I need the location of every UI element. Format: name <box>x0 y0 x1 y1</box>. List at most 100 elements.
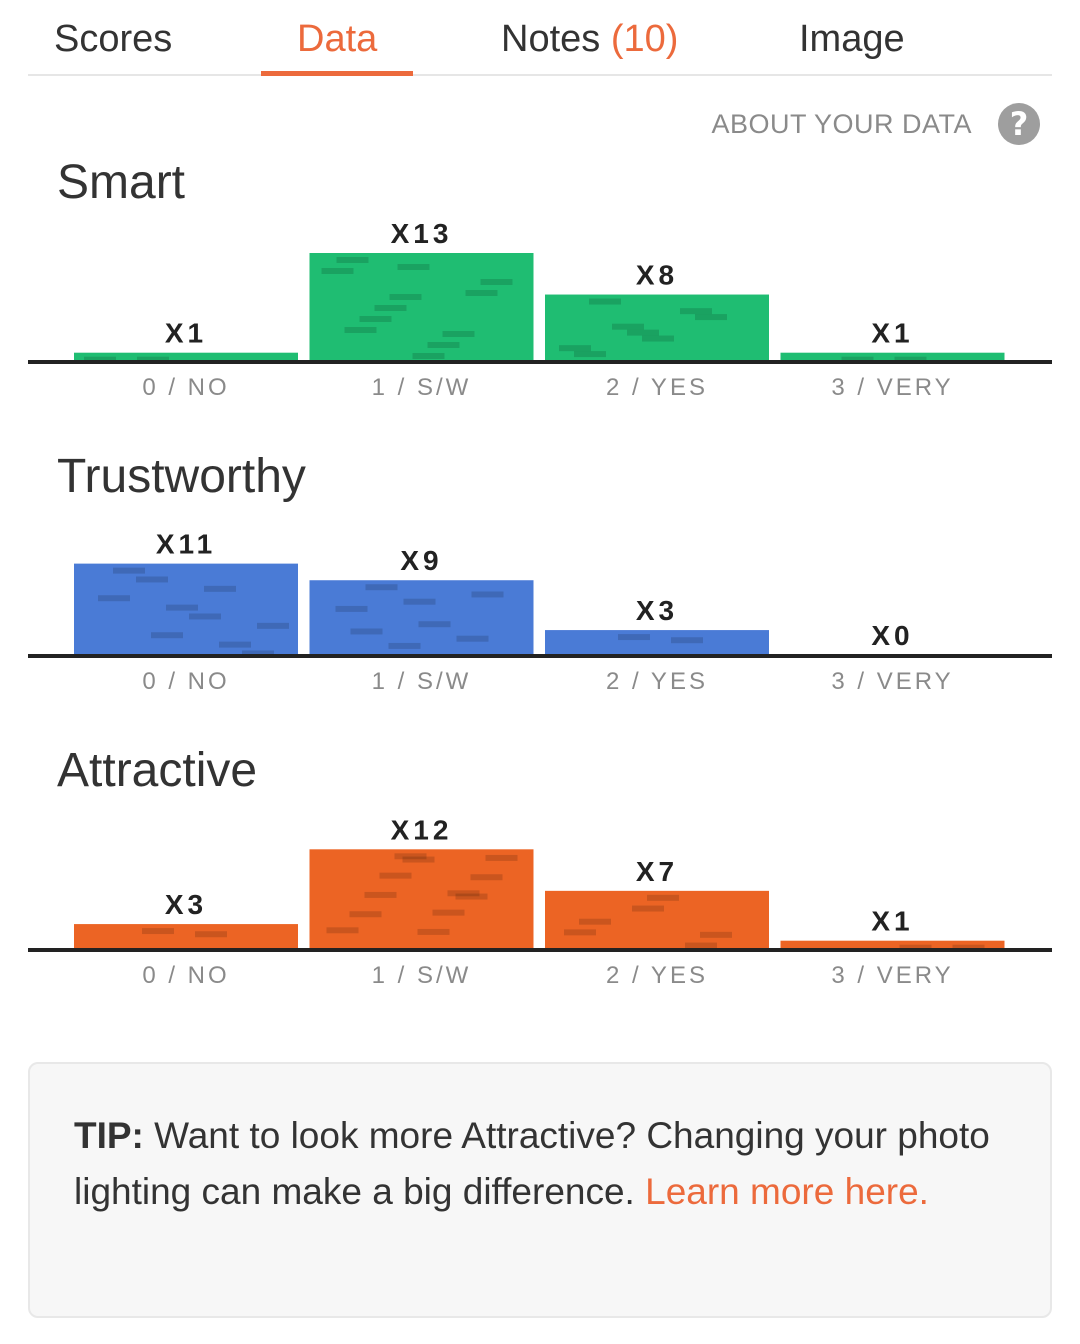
bar-texture <box>379 872 412 879</box>
bar <box>74 924 298 949</box>
category-label: 1 / S/W <box>372 668 472 695</box>
bar-texture <box>335 605 368 612</box>
bar-texture <box>374 305 407 311</box>
bar-texture <box>195 931 227 938</box>
bar-texture <box>427 342 460 348</box>
bar-texture <box>564 929 596 936</box>
category-label: 3 / VERY <box>831 374 953 401</box>
bar-value-label: X7 <box>636 856 678 887</box>
bar <box>309 580 534 655</box>
category-label: 3 / VERY <box>831 668 953 695</box>
active-tab-indicator <box>261 71 413 76</box>
chart-baseline <box>28 948 1052 952</box>
chart-baseline <box>28 360 1052 364</box>
tab-scores[interactable]: Scores <box>54 14 172 64</box>
bar-texture <box>574 351 606 358</box>
bar-texture <box>899 944 932 951</box>
bar-texture <box>680 308 712 315</box>
bar-value-label: X1 <box>165 318 207 349</box>
bar-value-label: X3 <box>636 595 678 626</box>
bar-texture <box>471 591 504 598</box>
tab-label: Data <box>297 18 378 60</box>
tip-label: TIP: <box>74 1115 144 1156</box>
bar-texture <box>365 584 398 591</box>
bar-texture <box>447 890 480 897</box>
bar-texture <box>455 893 488 900</box>
bar-texture <box>456 635 489 642</box>
bar-texture <box>627 329 659 336</box>
tab-label: Image <box>799 18 905 60</box>
bar-texture <box>559 345 591 352</box>
bar-texture <box>470 874 503 881</box>
chart-title: Smart <box>57 156 186 209</box>
bar <box>74 352 298 361</box>
bar <box>545 630 769 655</box>
bar-texture <box>84 356 116 363</box>
bar-texture <box>350 628 383 635</box>
bar-texture <box>336 257 369 263</box>
bar-texture <box>142 928 174 935</box>
bar-texture <box>321 268 354 274</box>
bar-texture <box>685 942 717 949</box>
bar-texture <box>349 911 382 918</box>
bar <box>780 352 1005 361</box>
learn-more-link[interactable]: Learn more here. <box>645 1171 929 1212</box>
chart-svg: X3 0 / NO X12 1 / S/W X7 2 / YES X1 3 / VERY <box>28 814 1052 989</box>
category-label: 2 / YES <box>606 962 708 989</box>
bar-texture <box>364 891 397 898</box>
bar-texture <box>137 356 169 363</box>
chart-title: Attractive <box>57 744 258 797</box>
bar <box>545 890 769 949</box>
bar <box>74 563 298 655</box>
bar-texture <box>952 944 985 951</box>
tip-card: TIP: Want to look more Attractive? Chang… <box>28 1062 1052 1318</box>
bar-texture <box>219 641 251 648</box>
bar-value-label: X1 <box>871 906 913 937</box>
category-label: 2 / YES <box>606 668 708 695</box>
bar-texture <box>618 634 650 641</box>
bar-texture <box>326 927 359 934</box>
bar-texture <box>189 613 221 620</box>
bar-value-label: X9 <box>400 545 442 576</box>
bar-value-label: X8 <box>636 260 678 291</box>
bar-texture <box>136 576 168 583</box>
category-label: 1 / S/W <box>372 962 472 989</box>
category-label: 0 / NO <box>142 374 229 401</box>
category-label: 3 / VERY <box>831 962 953 989</box>
chart-svg: X1 0 / NO X13 1 / S/W X8 2 / YES X1 3 / VERY <box>28 218 1052 401</box>
bar-texture <box>417 928 450 935</box>
chart-smart: Smart X1 0 / NO X13 1 / S/W X8 2 / YES X1 3 / V… <box>28 155 1052 405</box>
bar-texture <box>257 622 289 629</box>
bar-texture <box>432 909 465 916</box>
bar-texture <box>700 931 732 938</box>
tab-notes[interactable]: Notes (10) <box>501 14 678 64</box>
bar-texture <box>841 356 874 363</box>
bar-texture <box>589 298 621 305</box>
bar-texture <box>344 327 377 333</box>
chart-baseline <box>28 654 1052 658</box>
bar-texture <box>418 621 451 628</box>
chart-title: Trustworthy <box>57 450 306 503</box>
tab-label: Notes <box>501 18 601 60</box>
bar-texture <box>647 894 679 901</box>
bar-texture <box>480 279 513 285</box>
bar-texture <box>242 650 274 657</box>
tab-data[interactable]: Data <box>297 14 377 64</box>
about-your-data-link[interactable]: ABOUT YOUR DATA ? <box>711 102 1040 146</box>
bar-texture <box>612 323 644 330</box>
category-label: 2 / YES <box>606 374 708 401</box>
chart-attractive: Attractive X3 0 / NO X12 1 / S/W X7 2 / YES X1… <box>28 743 1052 993</box>
help-icon[interactable]: ? <box>998 103 1040 145</box>
bar-texture <box>442 331 475 337</box>
tab-image[interactable]: Image <box>799 14 905 64</box>
bar-value-label: X12 <box>391 814 453 845</box>
bar-texture <box>388 642 421 649</box>
category-label: 1 / S/W <box>372 374 472 401</box>
bar-texture <box>579 918 611 925</box>
bar <box>780 940 1005 949</box>
bar-value-label: X0 <box>871 620 913 651</box>
tip-text: Want to look more Attractive? Changing y… <box>74 1115 990 1212</box>
category-label: 0 / NO <box>142 962 229 989</box>
notes-count-badge: (10) <box>610 18 679 60</box>
about-your-data-label: ABOUT YOUR DATA <box>711 108 972 139</box>
